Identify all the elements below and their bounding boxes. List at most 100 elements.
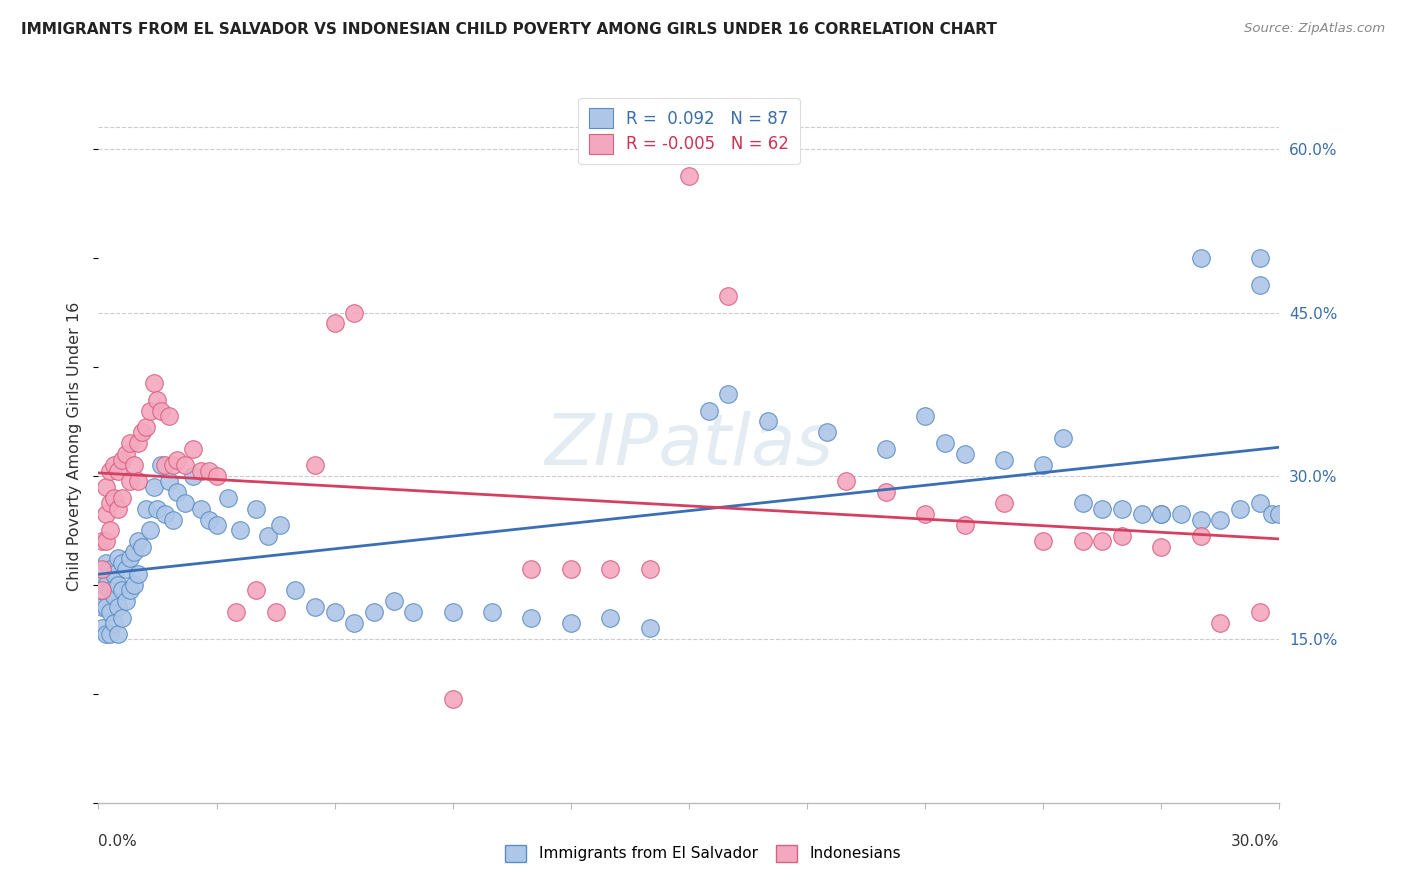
Point — [127, 475, 149, 489]
Text: IMMIGRANTS FROM EL SALVADOR VS INDONESIAN CHILD POVERTY AMONG GIRLS UNDER 16 COR: IMMIGRANTS FROM EL SALVADOR VS INDONESIA… — [21, 22, 997, 37]
Point — [1229, 501, 1251, 516]
Point — [96, 578, 118, 592]
Point — [717, 387, 740, 401]
Point — [162, 512, 184, 526]
Text: Source: ZipAtlas.com: Source: ZipAtlas.com — [1244, 22, 1385, 36]
Point — [678, 169, 700, 184]
Point — [1091, 501, 1114, 516]
Point — [155, 458, 177, 472]
Point — [107, 627, 129, 641]
Point — [953, 518, 976, 533]
Point — [118, 583, 141, 598]
Point — [138, 403, 160, 417]
Text: 30.0%: 30.0% — [1232, 834, 1279, 849]
Point — [91, 622, 114, 636]
Point — [323, 605, 346, 619]
Point — [599, 561, 621, 575]
Point — [875, 442, 897, 456]
Text: ZIPatlas: ZIPatlas — [544, 411, 834, 481]
Point — [638, 622, 661, 636]
Point — [717, 289, 740, 303]
Point — [1032, 534, 1054, 549]
Point — [217, 491, 239, 505]
Point — [146, 392, 169, 407]
Point — [1111, 501, 1133, 516]
Point — [157, 475, 180, 489]
Point — [131, 540, 153, 554]
Point — [91, 599, 114, 614]
Point — [96, 556, 118, 570]
Point — [1130, 507, 1153, 521]
Point — [115, 594, 138, 608]
Point — [269, 518, 291, 533]
Point — [174, 458, 197, 472]
Point — [1189, 512, 1212, 526]
Point — [256, 529, 278, 543]
Legend: Immigrants from El Salvador, Indonesians: Immigrants from El Salvador, Indonesians — [499, 838, 907, 868]
Point — [835, 475, 858, 489]
Point — [993, 496, 1015, 510]
Point — [91, 561, 114, 575]
Point — [111, 556, 134, 570]
Point — [166, 452, 188, 467]
Point — [245, 501, 267, 516]
Point — [953, 447, 976, 461]
Y-axis label: Child Poverty Among Girls Under 16: Child Poverty Among Girls Under 16 — [67, 301, 83, 591]
Point — [127, 436, 149, 450]
Point — [157, 409, 180, 423]
Point — [96, 627, 118, 641]
Point — [122, 458, 145, 472]
Point — [190, 501, 212, 516]
Point — [323, 317, 346, 331]
Point — [284, 583, 307, 598]
Point — [91, 583, 114, 598]
Point — [1260, 507, 1282, 521]
Point — [96, 534, 118, 549]
Point — [96, 507, 118, 521]
Point — [98, 496, 121, 510]
Point — [96, 599, 118, 614]
Point — [103, 589, 125, 603]
Point — [181, 442, 204, 456]
Point — [98, 605, 121, 619]
Point — [142, 376, 165, 391]
Point — [229, 524, 252, 538]
Point — [756, 415, 779, 429]
Point — [197, 512, 219, 526]
Point — [697, 403, 720, 417]
Point — [174, 496, 197, 510]
Point — [118, 475, 141, 489]
Point — [993, 452, 1015, 467]
Point — [638, 561, 661, 575]
Point — [103, 615, 125, 630]
Point — [115, 447, 138, 461]
Point — [1071, 496, 1094, 510]
Point — [107, 501, 129, 516]
Point — [382, 594, 405, 608]
Point — [146, 501, 169, 516]
Point — [560, 615, 582, 630]
Point — [122, 578, 145, 592]
Point — [1189, 251, 1212, 265]
Point — [118, 436, 141, 450]
Point — [599, 610, 621, 624]
Point — [103, 567, 125, 582]
Point — [1189, 529, 1212, 543]
Point — [103, 458, 125, 472]
Point — [1209, 615, 1232, 630]
Point — [135, 501, 157, 516]
Point — [304, 599, 326, 614]
Point — [1249, 278, 1271, 293]
Point — [181, 469, 204, 483]
Point — [1032, 458, 1054, 472]
Point — [96, 480, 118, 494]
Point — [103, 491, 125, 505]
Point — [1249, 251, 1271, 265]
Point — [1249, 496, 1271, 510]
Point — [304, 458, 326, 472]
Point — [166, 485, 188, 500]
Point — [875, 485, 897, 500]
Point — [190, 463, 212, 477]
Point — [127, 534, 149, 549]
Point — [520, 610, 543, 624]
